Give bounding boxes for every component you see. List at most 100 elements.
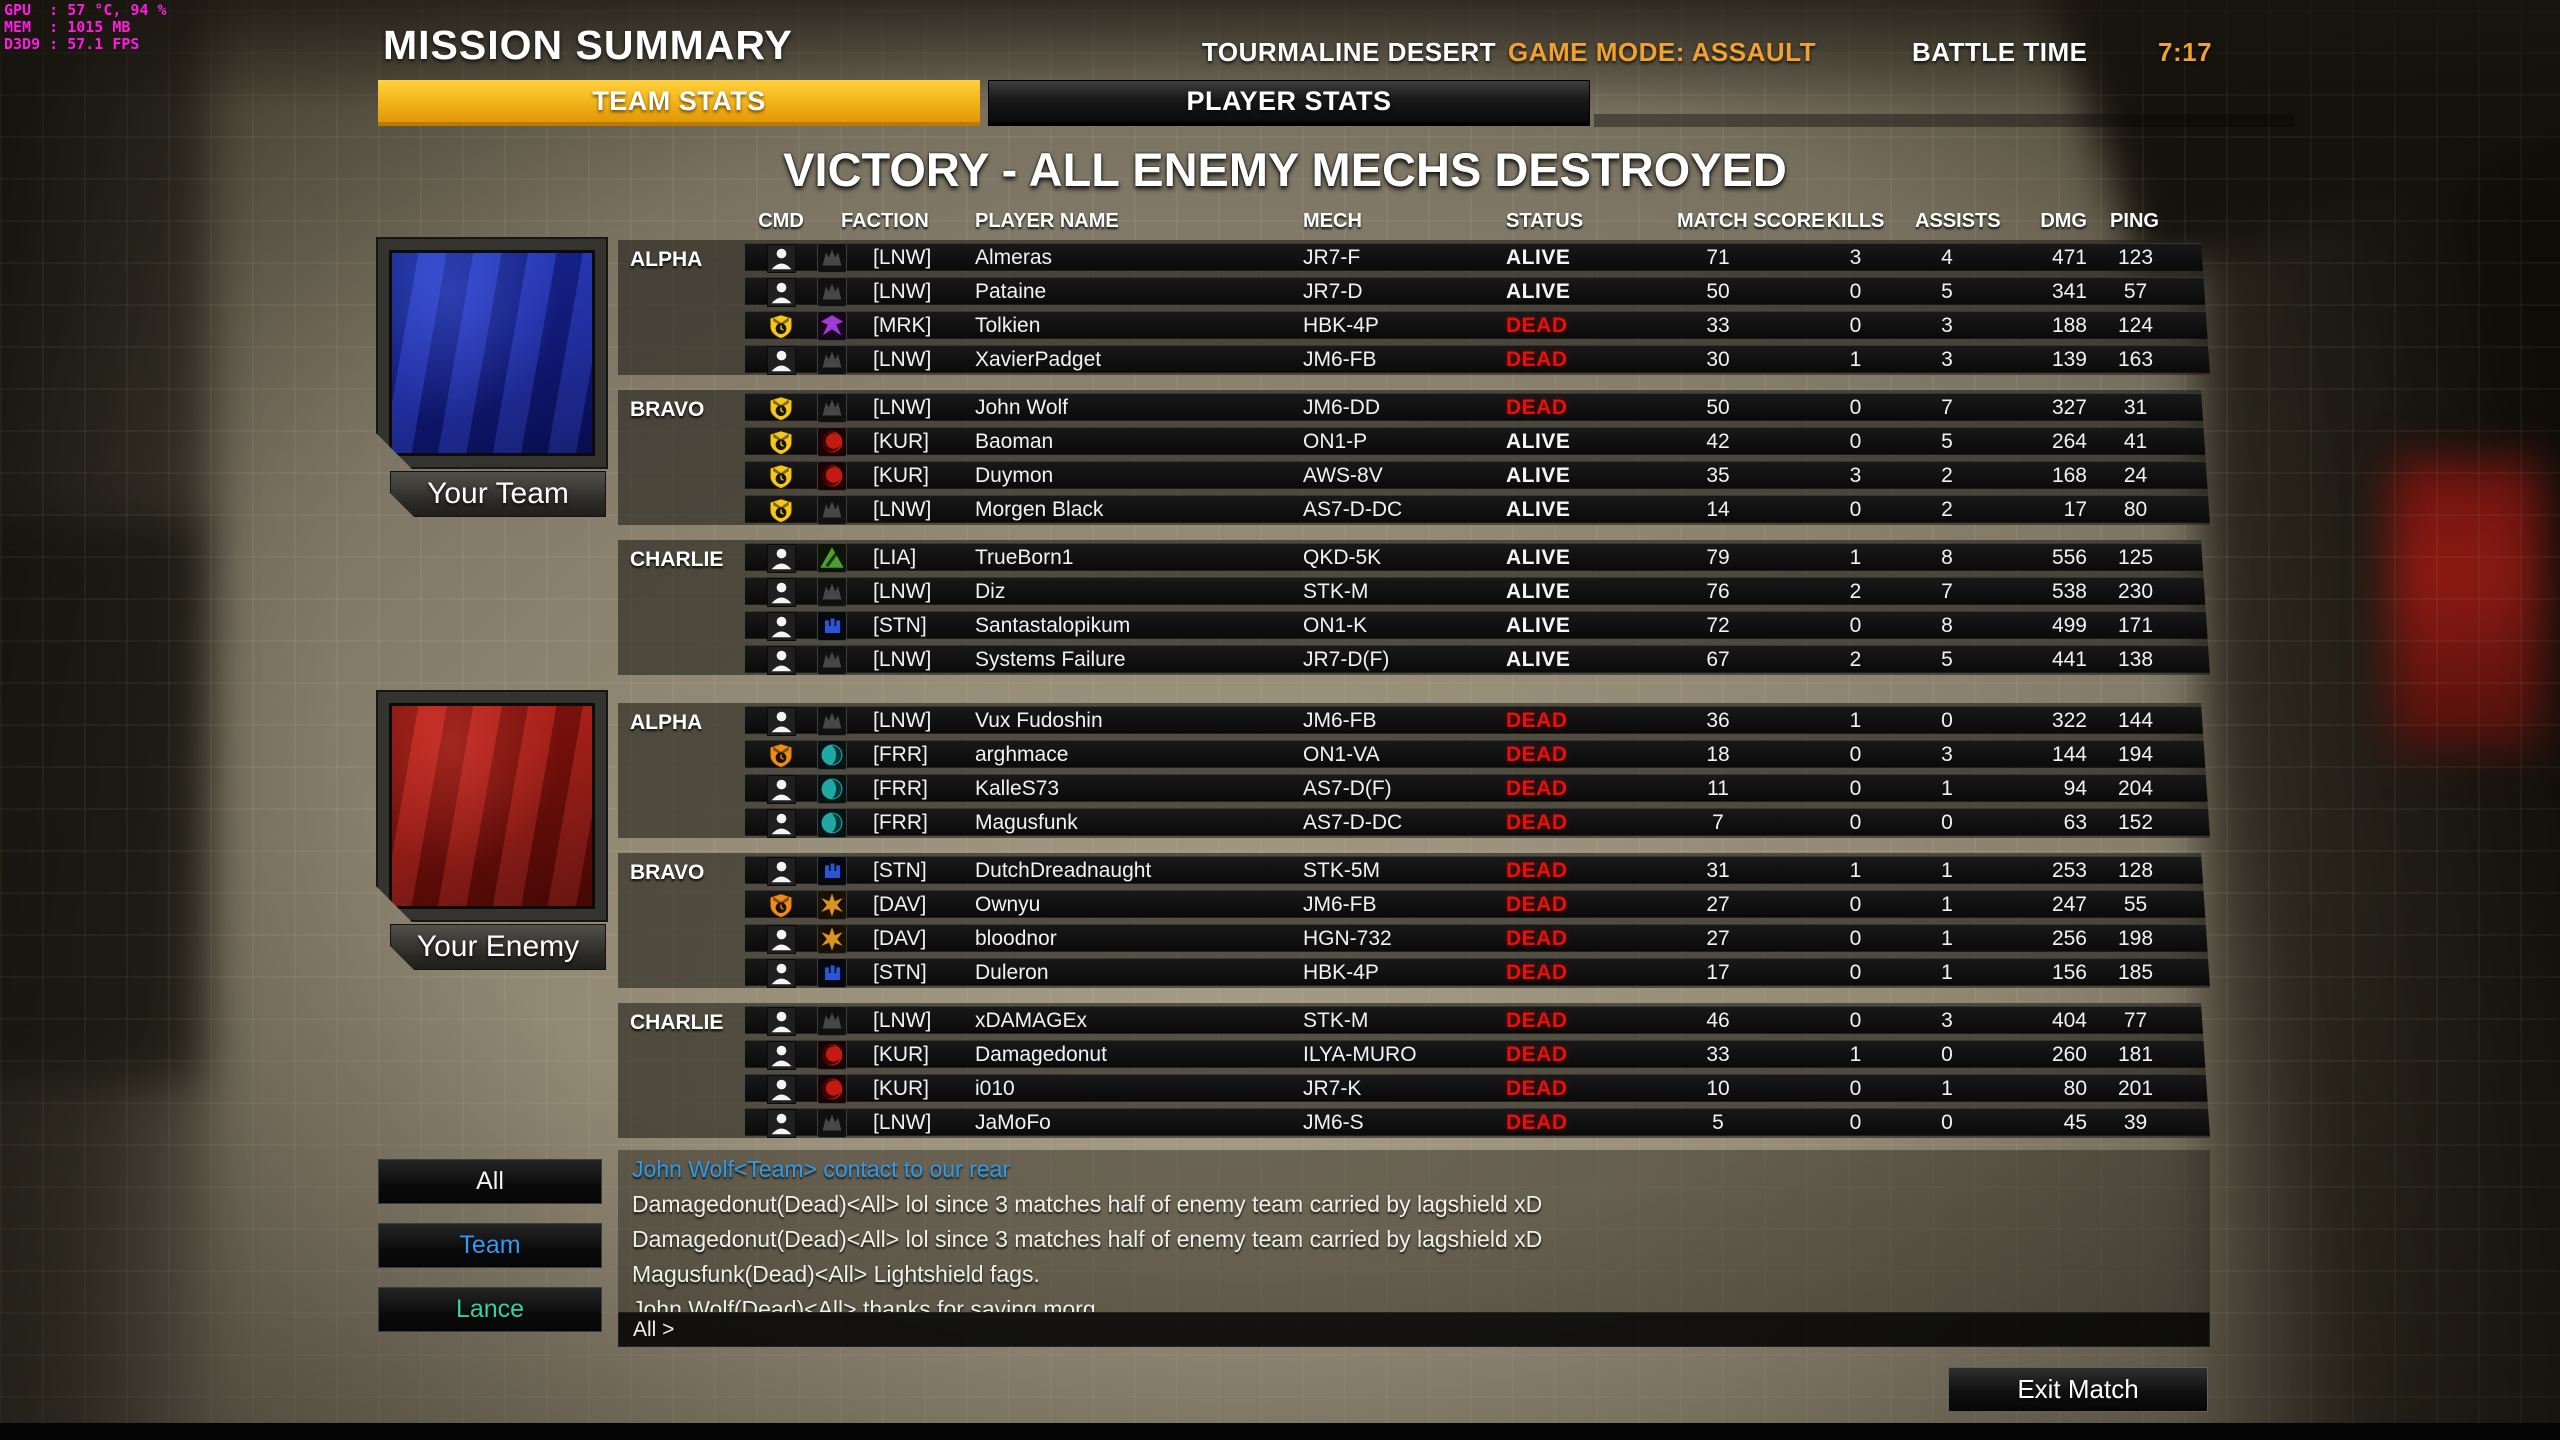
status-value: DEAD: [1506, 777, 1568, 800]
player-person-icon: [767, 809, 796, 838]
ping-value: 144: [2117, 709, 2154, 732]
damage-value: 327: [2051, 396, 2087, 419]
ping-value: 57: [2123, 280, 2148, 303]
ping-value: 230: [2117, 580, 2154, 603]
player-person-icon: [767, 1007, 796, 1036]
clan-tag: [FRR]: [873, 811, 928, 834]
kills-value: 1: [1849, 546, 1862, 569]
kills-value: 0: [1849, 430, 1862, 453]
player-person-icon: [767, 1041, 796, 1070]
mech-name: STK-M: [1303, 1009, 1369, 1032]
faction-icon-cell: [817, 461, 857, 491]
mech-name: HBK-4P: [1303, 314, 1379, 337]
enemy-team-scoreboard: ALPHA [LNW] Vux Fudoshin JM6-FB DEAD 36 1 0 322 1…: [618, 703, 2210, 1153]
faction-icon-lnw: [817, 495, 847, 525]
faction-icon-cell: [817, 277, 857, 307]
assists-value: 2: [1941, 464, 1953, 487]
battle-time-label: BATTLE TIME: [1912, 37, 2088, 67]
assists-value: 3: [1941, 314, 1953, 337]
mech-name: JM6-FB: [1303, 893, 1377, 916]
mech-name: JM6-DD: [1303, 396, 1380, 419]
tab-team-stats[interactable]: TEAM STATS: [378, 80, 980, 126]
kills-value: 1: [1849, 1043, 1862, 1066]
player-name: JaMoFo: [975, 1111, 1051, 1134]
player-row: [DAV] Ownyu JM6-FB DEAD 27 0 1 247 55: [745, 890, 2210, 917]
player-person-icon: [767, 707, 796, 736]
mech-name: AS7-D(F): [1303, 777, 1392, 800]
lance-group-bravo: BRAVO [LNW] John Wolf JM6-DD DEAD 50 0 7 327 31 [K…: [618, 390, 2210, 525]
chat-filter-all-button[interactable]: All: [378, 1159, 602, 1204]
col-header-faction: FACTION: [841, 209, 929, 232]
match-score-value: 71: [1706, 246, 1730, 269]
player-name: arghmace: [975, 743, 1069, 766]
player-person-icon: [767, 244, 796, 273]
assists-value: 1: [1941, 927, 1953, 950]
clan-tag: [LNW]: [873, 348, 932, 371]
faction-icon-lnw: [817, 277, 847, 307]
faction-icon-cell: [817, 958, 857, 988]
mech-name: QKD-5K: [1303, 546, 1382, 569]
damage-value: 538: [2051, 580, 2087, 603]
player-name: Vux Fudoshin: [975, 709, 1103, 732]
col-header-dmg: DMG: [2040, 209, 2087, 232]
faction-icon-lnw: [817, 345, 847, 375]
status-value: DEAD: [1506, 396, 1568, 419]
status-value: DEAD: [1506, 709, 1568, 732]
kills-value: 3: [1849, 246, 1862, 269]
person-icon-frame: [767, 646, 796, 675]
kills-value: 0: [1849, 1077, 1862, 1100]
person-icon-frame: [767, 1007, 796, 1036]
exit-match-button[interactable]: Exit Match: [1948, 1367, 2208, 1412]
match-score-value: 76: [1706, 580, 1730, 603]
your-team-flag-panel: Your Team: [376, 237, 608, 517]
damage-value: 45: [2063, 1111, 2087, 1134]
lance-rows: [LIA] TrueBorn1 QKD-5K ALIVE 79 1 8 556 125 [LNW]…: [745, 540, 2210, 675]
lance-rows: [LNW] John Wolf JM6-DD DEAD 50 0 7 327 31 [KUR] Ba…: [745, 390, 2210, 525]
faction-icon-cell: [817, 427, 857, 457]
person-icon-frame: [767, 925, 796, 954]
player-row: [DAV] bloodnor HGN-732 DEAD 27 0 1 256 198: [745, 924, 2210, 951]
player-person-icon: [767, 775, 796, 804]
player-name: i010: [975, 1077, 1015, 1100]
kills-value: 0: [1849, 777, 1862, 800]
commander-badge-icon: [768, 312, 794, 341]
chat-filter-lance-button[interactable]: Lance: [378, 1287, 602, 1332]
player-row: [LIA] TrueBorn1 QKD-5K ALIVE 79 1 8 556 125: [745, 543, 2210, 570]
status-value: ALIVE: [1506, 648, 1571, 671]
player-person-icon: [767, 959, 796, 988]
faction-icon-dav: [817, 890, 847, 920]
faction-icon-cell: [817, 311, 857, 341]
faction-icon-cell: [817, 1074, 857, 1104]
player-name: Damagedonut: [975, 1043, 1107, 1066]
kills-value: 0: [1849, 280, 1862, 303]
debug-fps-line: D3D9 : 57.1 FPS: [4, 35, 140, 53]
faction-icon-cell: [817, 740, 857, 770]
battle-time-value: 7:17: [2158, 37, 2213, 67]
kills-value: 0: [1849, 1009, 1862, 1032]
ping-value: 24: [2123, 464, 2148, 487]
player-row: [KUR] Baoman ON1-P ALIVE 42 0 5 264 41: [745, 427, 2210, 454]
mech-name: HGN-732: [1303, 927, 1392, 950]
damage-value: 63: [2063, 811, 2087, 834]
tab-player-stats[interactable]: PLAYER STATS: [988, 80, 1590, 126]
player-name: TrueBorn1: [975, 546, 1074, 569]
ping-value: 125: [2117, 546, 2154, 569]
chat-input-bar[interactable]: All >: [618, 1312, 2210, 1347]
debug-mem-line: MEM : 1015 MB: [4, 18, 131, 36]
person-icon-frame: [767, 809, 796, 838]
damage-value: 139: [2051, 348, 2087, 371]
mech-name: STK-5M: [1303, 859, 1381, 882]
player-row: [LNW] Pataine JR7-D ALIVE 50 0 5 341 57: [745, 277, 2210, 304]
faction-icon-stn: [817, 611, 847, 641]
player-row: [FRR] Magusfunk AS7-D-DC DEAD 7 0 0 63 152: [745, 808, 2210, 835]
kills-value: 0: [1849, 961, 1862, 984]
chat-filter-team-button[interactable]: Team: [378, 1223, 602, 1268]
lance-label: ALPHA: [630, 711, 703, 734]
faction-icon-frr: [817, 808, 847, 838]
match-score-value: 50: [1706, 280, 1730, 303]
mech-name: ON1-P: [1303, 430, 1368, 453]
damage-value: 188: [2051, 314, 2087, 337]
player-name: Duleron: [975, 961, 1049, 984]
clan-tag: [LNW]: [873, 1009, 932, 1032]
lance-label: BRAVO: [630, 398, 705, 421]
